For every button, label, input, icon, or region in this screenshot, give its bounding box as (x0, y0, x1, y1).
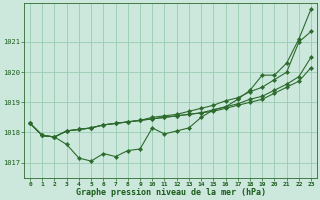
X-axis label: Graphe pression niveau de la mer (hPa): Graphe pression niveau de la mer (hPa) (76, 188, 266, 197)
